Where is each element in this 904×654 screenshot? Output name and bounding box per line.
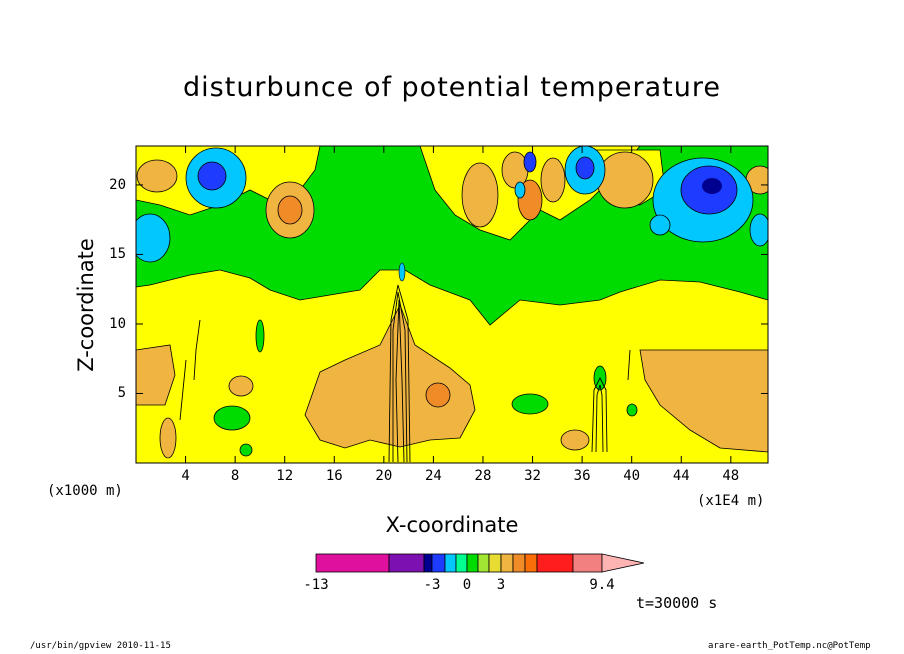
colorbar-segment xyxy=(477,553,490,573)
green-cell xyxy=(255,319,265,353)
blue-cell xyxy=(197,161,227,191)
x-tick-marks xyxy=(185,146,732,463)
x-tick-label: 40 xyxy=(623,468,641,484)
orange-cell xyxy=(560,429,590,451)
green-cell xyxy=(213,405,251,431)
y-tick-label: 15 xyxy=(109,246,126,263)
colorbar xyxy=(315,553,645,573)
x-tick-label: 8 xyxy=(230,468,240,484)
colorbar-segment xyxy=(524,553,538,573)
colorbar-extend-arrow xyxy=(601,553,645,573)
cyan-cell xyxy=(514,181,526,199)
orange-cell xyxy=(425,382,451,408)
colorbar-segment xyxy=(488,553,502,573)
x-tick-label: 32 xyxy=(524,468,541,484)
colorbar-segment xyxy=(444,553,457,573)
time-label: t=30000 s xyxy=(636,594,718,612)
plot-area xyxy=(136,146,768,463)
colorbar-segment xyxy=(466,553,479,573)
orange-lower-patch xyxy=(136,344,176,406)
colorbar-segment xyxy=(388,553,425,573)
x-axis-label: X-coordinate xyxy=(385,513,519,537)
orange-cell xyxy=(228,375,254,397)
blue-cell xyxy=(523,151,537,173)
x-scale-note: (x1E4 m) xyxy=(697,493,765,509)
orange-cell xyxy=(159,417,177,459)
colorbar-tick-label: 3 xyxy=(496,577,506,593)
y-tick-marks xyxy=(136,184,768,394)
plot-frame xyxy=(135,145,769,464)
colorbar-segment xyxy=(572,553,603,573)
cyan-cell xyxy=(749,213,768,247)
orange-lower-patch xyxy=(639,349,768,453)
chart-title: disturbunce of potential temperature xyxy=(183,72,721,103)
y-tick-label: 20 xyxy=(109,176,126,193)
green-cell xyxy=(626,403,638,417)
x-tick-label: 24 xyxy=(424,468,442,484)
green-cell xyxy=(511,393,549,415)
colorbar-segment xyxy=(431,553,446,573)
colorbar-tick-label: 9.4 xyxy=(589,577,615,593)
orange-cell xyxy=(596,151,654,209)
navy-cell xyxy=(702,178,722,194)
x-tick-label: 16 xyxy=(325,468,343,484)
colorbar-segment xyxy=(315,553,390,573)
y-tick-label: 5 xyxy=(117,385,126,402)
x-tick-label: 44 xyxy=(672,468,690,484)
y-scale-note: (x1000 m) xyxy=(47,483,123,499)
orange-cell xyxy=(277,195,303,225)
y-axis-label: Z-coordinate xyxy=(74,238,98,372)
green-cell xyxy=(239,443,253,457)
footer-left: /usr/bin/gpview 2010-11-15 xyxy=(30,641,171,651)
orange-cell xyxy=(136,159,178,193)
y-tick-label: 10 xyxy=(109,315,126,332)
colorbar-tick-label: 0 xyxy=(462,577,472,593)
colorbar-tick-label: -13 xyxy=(303,577,329,593)
plume-contours xyxy=(179,284,631,463)
orange-cell xyxy=(540,157,566,203)
colorbar-segment xyxy=(512,553,526,573)
colorbar-segment xyxy=(423,553,433,573)
footer-right: arare-earth_PotTemp.nc@PotTemp xyxy=(708,641,871,651)
orange-cell xyxy=(461,162,499,228)
x-tick-label: 12 xyxy=(276,468,294,484)
colorbar-segment xyxy=(500,553,514,573)
x-tick-label: 36 xyxy=(573,468,591,484)
x-tick-label: 48 xyxy=(722,468,740,484)
x-tick-label: 28 xyxy=(474,468,492,484)
cyan-cell xyxy=(398,262,406,282)
cyan-cell xyxy=(136,213,171,263)
blue-cell xyxy=(575,156,595,180)
colorbar-segment xyxy=(455,553,468,573)
colorbar-tick-label: -3 xyxy=(423,577,441,593)
colorbar-segment xyxy=(536,553,574,573)
x-tick-label: 20 xyxy=(375,468,393,484)
x-tick-label: 4 xyxy=(181,468,190,484)
cyan-cell xyxy=(649,214,671,236)
